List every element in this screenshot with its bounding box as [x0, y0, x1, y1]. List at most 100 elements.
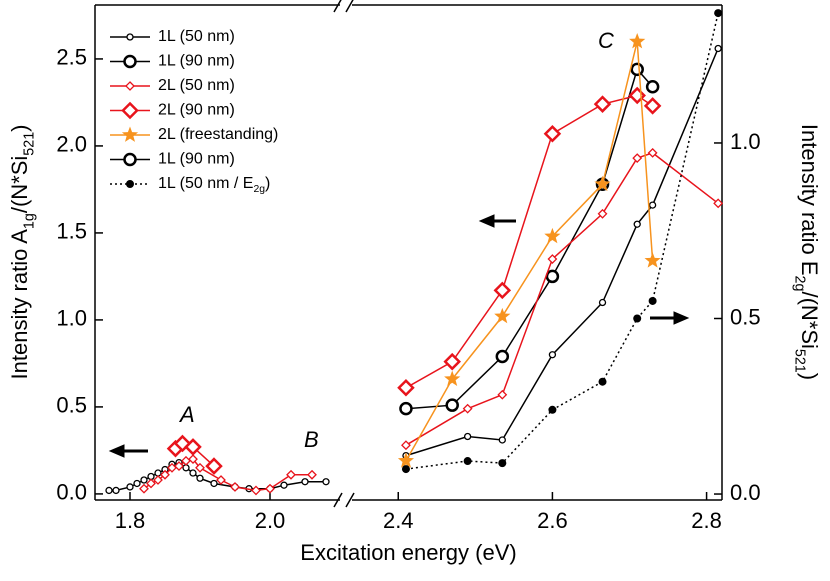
y-tick-label: 1.0 [56, 306, 87, 331]
marker [210, 479, 218, 488]
legend-label: 2L (50 nm) [158, 77, 235, 94]
axis-break [333, 0, 342, 13]
marker [126, 33, 134, 41]
legend-label-part: 1L (90 nm) [158, 151, 235, 168]
marker [112, 486, 120, 495]
marker [139, 483, 149, 494]
marker [648, 201, 657, 209]
legend-label-part: 1L (50 nm) [158, 28, 235, 45]
marker [598, 298, 607, 307]
y2-tick-label: 1.0 [730, 129, 761, 154]
marker [463, 432, 472, 441]
marker [597, 208, 608, 219]
marker [495, 349, 510, 364]
marker [645, 80, 660, 94]
y2-tick-label: 0.0 [730, 480, 761, 505]
y2-tick-label: 0.5 [730, 304, 761, 329]
x-tick-label: 2.4 [383, 508, 414, 533]
series [139, 147, 724, 496]
y-axis-label: Intensity ratio A1g/(N*Si521) [7, 125, 38, 380]
x-tick-label: 2.8 [691, 508, 722, 533]
x-tick-label: 1.8 [115, 508, 146, 533]
marker [632, 153, 643, 164]
legend-label-part: 1L (90 nm) [158, 53, 235, 70]
marker [280, 481, 288, 489]
marker [544, 227, 561, 244]
legend-label-part: 2L (50 nm) [158, 77, 235, 94]
legend-label-part: ) [265, 175, 270, 192]
marker [160, 469, 170, 480]
marker [397, 379, 415, 397]
marker [184, 438, 202, 456]
marker [399, 401, 413, 416]
marker [593, 95, 612, 113]
marker [401, 440, 411, 451]
marker [265, 483, 275, 494]
y-tick-label: 0.0 [56, 480, 87, 505]
marker [445, 398, 459, 412]
marker [633, 220, 641, 228]
marker [196, 474, 204, 482]
legend-label: 1L (50 nm) [158, 28, 235, 45]
y2-axis-label-part: ) [797, 373, 822, 380]
annotation: C [598, 28, 614, 53]
marker [153, 475, 163, 485]
marker [630, 62, 644, 77]
marker [644, 252, 661, 268]
axis-break [345, 492, 355, 508]
marker [307, 469, 317, 480]
marker [188, 454, 198, 465]
marker [548, 405, 557, 414]
series [397, 33, 661, 468]
marker [714, 9, 723, 18]
marker [494, 307, 511, 324]
marker [205, 457, 223, 475]
series-line [405, 41, 654, 462]
y-axis-label-part: /(N*Si [7, 156, 32, 213]
marker [121, 101, 139, 120]
legend-label: 1L (90 nm) [158, 53, 235, 70]
marker [643, 97, 662, 115]
marker [189, 469, 197, 477]
axis-break [333, 492, 343, 508]
marker [598, 377, 607, 386]
marker [493, 281, 512, 300]
marker [123, 152, 137, 167]
y-axis-label-part: Intensity ratio A [7, 229, 32, 380]
legend-label-part: 2g [253, 184, 265, 195]
marker [195, 462, 205, 473]
series [166, 86, 662, 475]
legend-label: 2L (90 nm) [158, 102, 235, 119]
y2-axis-label-part: 2g [791, 276, 807, 292]
y-axis-label-part: ) [7, 125, 32, 132]
marker [462, 403, 473, 414]
annotation: B [304, 427, 319, 452]
marker [629, 33, 646, 49]
series [399, 62, 660, 416]
marker [401, 465, 410, 474]
marker [123, 54, 137, 69]
marker [444, 370, 461, 386]
marker [126, 180, 134, 188]
arrow [108, 214, 690, 458]
legend-label-part: 2L (90 nm) [158, 102, 235, 119]
marker [251, 485, 261, 496]
annotation: A [178, 402, 195, 427]
series-line [405, 67, 654, 410]
marker [628, 86, 646, 105]
marker [443, 352, 461, 371]
marker [633, 314, 642, 323]
marker [126, 483, 134, 491]
y2-axis-label-part: /(N*Si [797, 291, 822, 348]
marker [322, 478, 330, 486]
x-axis-label: Excitation energy (eV) [300, 540, 516, 565]
marker [146, 478, 156, 489]
legend-label: 1L (50 nm / E2g) [158, 175, 270, 194]
marker [216, 475, 226, 485]
marker [648, 296, 657, 305]
y-tick-label: 2.0 [56, 132, 87, 157]
marker [301, 478, 309, 486]
marker [498, 459, 507, 468]
marker [547, 254, 558, 264]
y-tick-label: 1.5 [56, 219, 87, 244]
